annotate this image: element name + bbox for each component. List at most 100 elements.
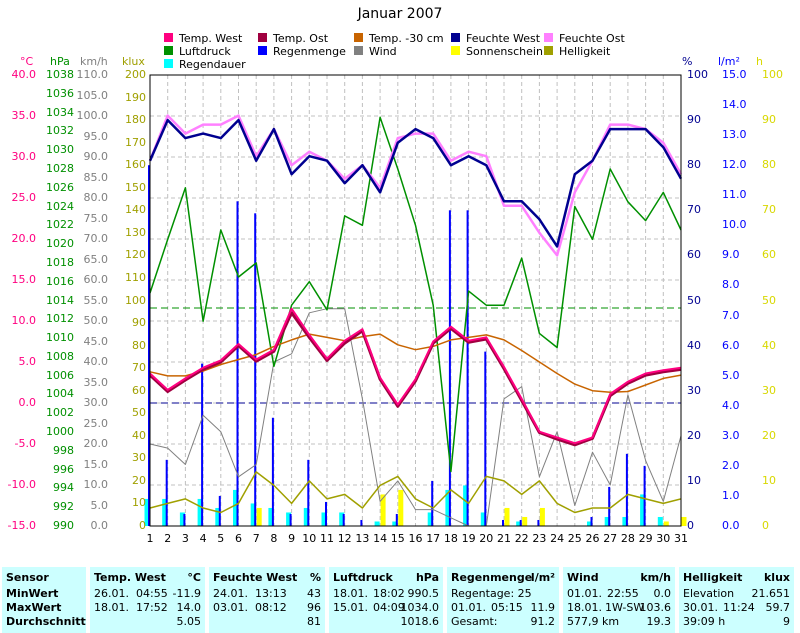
axis-tick-label: 60.0: [83, 273, 109, 286]
x-tick-label: 7: [252, 532, 260, 545]
stats-value: 1018.6: [400, 615, 440, 628]
stats-value: 03.01.: [213, 601, 248, 614]
axis-tick-label: 20.0: [83, 437, 109, 450]
axis-tick-label: 35.0: [83, 375, 109, 389]
axis-tick-label: 80: [132, 338, 146, 352]
axis-tick-label: 50: [762, 293, 776, 307]
axis-tick-label: 110: [125, 270, 146, 284]
bar-regendauer: [144, 498, 150, 526]
stats-value: 18:02: [373, 587, 405, 600]
stats-pres-header: Luftdruck: [333, 571, 393, 584]
axis-tick-label: 1000: [46, 425, 74, 439]
bar-regendauer: [233, 489, 238, 526]
axis-tick-label: 990: [53, 519, 74, 532]
bar-regenmenge: [395, 513, 398, 526]
x-tick-label: 13: [355, 532, 370, 545]
legend-entry: Wind: [353, 45, 397, 58]
x-tick-label: 1: [146, 532, 154, 545]
x-tick-label: 22: [514, 532, 529, 545]
stats-pressure-panel: Luftdruck hPa 18.01. 18:02 990.5 15.01. 04:0…: [329, 567, 443, 633]
axis-tick-label: 998: [53, 443, 74, 457]
stats-value: 24.01.: [213, 587, 248, 600]
axis-tick-label: 90: [762, 113, 776, 127]
bar-regendauer: [162, 498, 168, 526]
x-tick-label: 19: [461, 532, 476, 545]
x-tick-label: 28: [620, 532, 635, 545]
stats-sensor-panel: Sensor MinWert MaxWert Durchschnitt: [2, 567, 86, 633]
x-tick-label: 15: [390, 532, 405, 545]
axis-tick-label: 75.0: [83, 211, 109, 225]
axis-tick-label: 90.0: [83, 150, 109, 163]
bar-regenmenge: [466, 210, 469, 527]
stats-sensor-header: Sensor: [6, 571, 49, 584]
stats-value: Elevation: [683, 587, 735, 600]
axis-tick-label: 1022: [46, 218, 74, 232]
x-tick-label: 4: [199, 532, 207, 545]
x-tick-label: 26: [585, 532, 600, 545]
stats-value: 990.5: [407, 587, 440, 600]
x-tick-label: 16: [408, 532, 423, 545]
axis-tick-label: 1.0: [722, 488, 740, 502]
axis-unit: °C: [20, 55, 34, 68]
axis-tick-label: 15.0: [11, 273, 37, 286]
axis-tick-label: 15.0: [722, 68, 747, 81]
axis-tick-label: 70.0: [83, 232, 109, 245]
weather-chart: [144, 74, 687, 527]
x-tick-label: 23: [532, 532, 547, 545]
stats-value: 11.9: [530, 601, 556, 614]
axis-tick-label: 1002: [46, 406, 74, 420]
axis-tick-label: 55.0: [83, 293, 109, 307]
axis-tick-label: 11.0: [722, 188, 747, 202]
stats-table: Sensor MinWert MaxWert Durchschnitt Temp…: [2, 567, 798, 633]
axis-tick-label: 70: [687, 203, 701, 217]
axis-tick-label: 9.0: [722, 248, 740, 262]
stats-value: 13:13: [255, 587, 287, 600]
axis-tick-label: 0: [762, 519, 769, 532]
axis-tick-label: 0: [139, 519, 146, 532]
stats-value: 0.0: [653, 587, 672, 600]
stats-min-label: MinWert: [6, 587, 59, 600]
stats-value: 14.0: [176, 601, 202, 614]
bar-sonnenschein: [504, 507, 510, 526]
stats-value: 05:15: [491, 601, 523, 614]
x-tick-label: 10: [302, 532, 317, 545]
bar-regendauer: [427, 512, 433, 526]
axis-tick-label: 10: [132, 496, 146, 510]
bar-regenmenge: [608, 486, 611, 526]
stats-value: 30.01.: [683, 601, 718, 614]
bar-regendauer: [463, 485, 469, 526]
axis-tick-label: 1026: [46, 180, 74, 194]
axis-tick-label: 0.0: [722, 519, 740, 532]
axis-tick-label: 90: [132, 316, 146, 330]
axis-tick-label: 1006: [46, 368, 74, 382]
bar-regendauer: [587, 521, 592, 526]
bar-regenmenge: [289, 513, 292, 526]
bar-sonnenschein: [681, 516, 687, 526]
axis-tick-label: 20: [762, 428, 776, 442]
bar-regendauer: [179, 512, 185, 526]
axis-tick-label: 992: [53, 500, 74, 514]
axis-tick-label: 100: [125, 293, 146, 307]
x-tick-label: 14: [373, 532, 388, 545]
axis-tick-label: 10: [687, 473, 701, 487]
axis-tick-label: 60: [132, 383, 146, 397]
stats-rain-header: Regenmenge: [451, 571, 533, 584]
bar-regenmenge: [590, 516, 593, 526]
axis-tick-label: 25.0: [83, 416, 109, 430]
chart-title: Januar 2007: [357, 6, 443, 22]
axis-unit: %: [682, 55, 693, 68]
axis-tick-label: 100.0: [76, 109, 109, 122]
bar-regendauer: [392, 521, 398, 526]
axis-tick-label: 5.0: [18, 355, 37, 368]
x-tick-label: 25: [567, 532, 582, 545]
bar-sonnenschein: [663, 521, 669, 526]
stats-value: 17:52: [136, 601, 168, 614]
legend-label: Sonnenschein: [466, 45, 543, 58]
bar-regendauer: [516, 521, 522, 526]
stats-value: 1W-SW: [605, 601, 645, 614]
legend-entry: Feuchte Ost: [543, 32, 625, 45]
axis-tick-label: 6.0: [722, 338, 740, 352]
axis-tick-label: 30: [132, 451, 146, 465]
legend-label: Feuchte Ost: [559, 32, 625, 45]
axis-tick-label: 45.0: [83, 334, 109, 348]
